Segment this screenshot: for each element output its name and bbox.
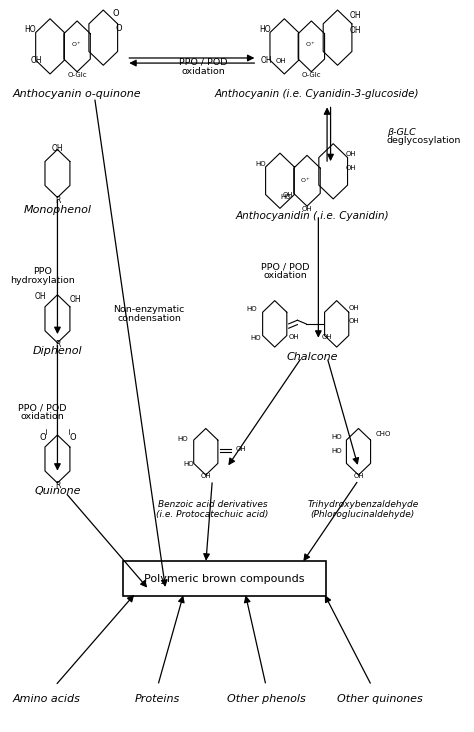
Text: OH: OH xyxy=(301,206,312,212)
Text: HO: HO xyxy=(178,436,188,441)
Text: OH: OH xyxy=(346,165,356,171)
Text: HO: HO xyxy=(255,161,266,167)
Text: O-Glc: O-Glc xyxy=(301,72,321,78)
Text: Monophenol: Monophenol xyxy=(23,205,91,214)
Text: O: O xyxy=(39,433,46,441)
Text: OH: OH xyxy=(349,305,359,311)
Text: OH: OH xyxy=(353,474,364,479)
Text: OH: OH xyxy=(346,151,356,157)
Text: OH: OH xyxy=(260,56,272,65)
Text: deglycosylation: deglycosylation xyxy=(387,136,461,146)
Text: HO: HO xyxy=(331,448,342,454)
Text: O: O xyxy=(115,23,122,33)
Text: OH: OH xyxy=(350,12,361,20)
Text: Proteins: Proteins xyxy=(135,694,181,703)
Text: OH: OH xyxy=(30,56,42,65)
FancyBboxPatch shape xyxy=(123,561,326,597)
Text: HO: HO xyxy=(331,434,342,440)
Text: HO: HO xyxy=(246,306,257,313)
Text: Anthocyanin o-quinone: Anthocyanin o-quinone xyxy=(13,89,141,99)
Text: OH: OH xyxy=(236,446,246,452)
Text: OH: OH xyxy=(52,143,63,152)
Text: HO: HO xyxy=(250,335,261,341)
Text: OH: OH xyxy=(289,334,300,340)
Text: HO: HO xyxy=(259,25,271,34)
Text: Other quinones: Other quinones xyxy=(337,694,423,703)
Text: (Phloroglucinaldehyde): (Phloroglucinaldehyde) xyxy=(311,509,415,519)
Text: Non-enzymatic: Non-enzymatic xyxy=(113,305,185,314)
Text: HO: HO xyxy=(281,194,292,200)
Text: O: O xyxy=(112,10,119,18)
Text: R: R xyxy=(55,481,60,490)
Text: PPO / POD: PPO / POD xyxy=(18,403,66,413)
Text: HO: HO xyxy=(25,25,36,34)
Text: (i.e. Protocatechuic acid): (i.e. Protocatechuic acid) xyxy=(156,509,269,519)
Text: oxidation: oxidation xyxy=(182,67,226,75)
Text: OH: OH xyxy=(275,58,286,64)
Text: O-Glc: O-Glc xyxy=(67,72,87,78)
Text: PPO: PPO xyxy=(33,267,52,276)
Text: Other phenols: Other phenols xyxy=(227,694,305,703)
Text: condensation: condensation xyxy=(117,313,181,323)
Text: Diphenol: Diphenol xyxy=(33,346,82,356)
Text: Anthocyanin (i.e. Cyanidin-3-glucoside): Anthocyanin (i.e. Cyanidin-3-glucoside) xyxy=(215,89,419,99)
Text: Benzoic acid derivatives: Benzoic acid derivatives xyxy=(157,499,267,509)
Text: Polymeric brown compounds: Polymeric brown compounds xyxy=(144,574,304,584)
Text: O$^+$: O$^+$ xyxy=(305,40,316,49)
Text: OH: OH xyxy=(201,474,211,479)
Text: O$^+$: O$^+$ xyxy=(71,40,82,49)
Text: OH: OH xyxy=(349,318,359,324)
Text: CHO: CHO xyxy=(376,431,392,437)
Text: OH: OH xyxy=(322,334,332,340)
Text: oxidation: oxidation xyxy=(20,412,64,422)
Text: OH: OH xyxy=(35,292,46,301)
Text: Trihydroxybenzaldehyde: Trihydroxybenzaldehyde xyxy=(307,499,419,509)
Text: hydroxylation: hydroxylation xyxy=(10,276,74,285)
Text: Amino acids: Amino acids xyxy=(13,694,81,703)
Text: R: R xyxy=(55,340,60,348)
Text: oxidation: oxidation xyxy=(264,272,308,280)
Text: OH: OH xyxy=(350,26,361,35)
Text: OH: OH xyxy=(283,193,293,198)
Text: Chalcone: Chalcone xyxy=(287,351,338,362)
Text: Anthocyanidin ( i.e. Cyanidin): Anthocyanidin ( i.e. Cyanidin) xyxy=(236,212,390,221)
Text: OH: OH xyxy=(70,295,82,304)
Text: PPO / POD: PPO / POD xyxy=(261,263,310,272)
Text: β-GLC: β-GLC xyxy=(387,127,416,137)
Text: PPO / POD: PPO / POD xyxy=(179,58,228,67)
Text: O$^+$: O$^+$ xyxy=(300,176,311,185)
Text: Quinone: Quinone xyxy=(34,486,81,496)
Text: R: R xyxy=(55,196,60,205)
Text: O: O xyxy=(69,433,76,441)
Text: HO: HO xyxy=(183,461,194,467)
